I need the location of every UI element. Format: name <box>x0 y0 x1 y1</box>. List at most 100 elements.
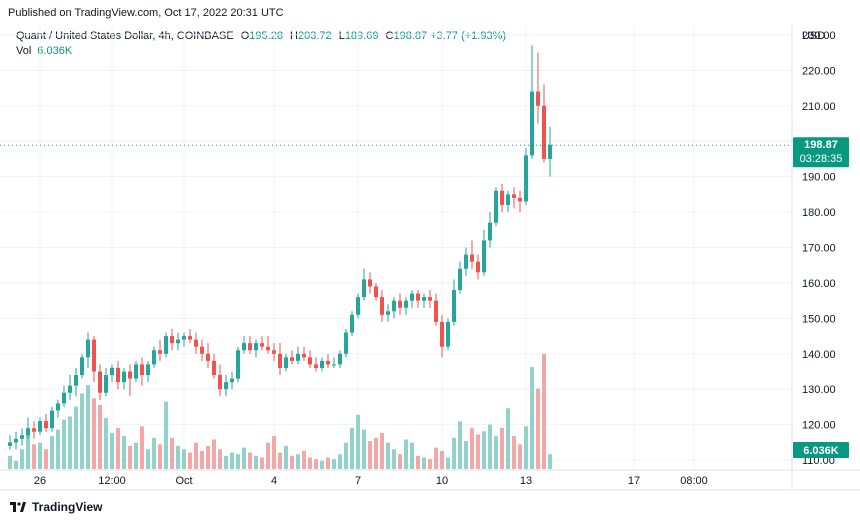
candle-body[interactable] <box>338 353 342 365</box>
candle-body[interactable] <box>266 346 270 351</box>
candle-body[interactable] <box>122 371 126 383</box>
candle-body[interactable] <box>92 339 96 372</box>
candle-body[interactable] <box>164 336 168 354</box>
volume-bar <box>194 442 198 469</box>
candle-body[interactable] <box>422 297 426 301</box>
candle-body[interactable] <box>524 155 528 202</box>
candle-body[interactable] <box>74 375 78 386</box>
candle-body[interactable] <box>68 385 72 393</box>
candle-body[interactable] <box>494 190 498 223</box>
candle-body[interactable] <box>194 339 198 347</box>
candle-body[interactable] <box>230 378 234 383</box>
candle-body[interactable] <box>284 357 288 368</box>
candle-body[interactable] <box>158 350 162 354</box>
volume-bar <box>110 432 114 469</box>
candle-body[interactable] <box>416 293 420 301</box>
candle-body[interactable] <box>278 353 282 368</box>
candle-body[interactable] <box>320 360 324 368</box>
candle-body[interactable] <box>260 343 264 347</box>
candle-body[interactable] <box>536 91 540 106</box>
candle-body[interactable] <box>314 364 318 368</box>
candle-body[interactable] <box>170 336 174 344</box>
candle-body[interactable] <box>392 300 396 312</box>
brand-name: TradingView <box>32 500 103 514</box>
candle-body[interactable] <box>488 222 492 241</box>
candle-body[interactable] <box>188 336 192 340</box>
candle-body[interactable] <box>452 290 456 322</box>
candle-body[interactable] <box>500 190 504 205</box>
symbol-title[interactable]: Quant / United States Dollar, 4h, COINBA… <box>16 30 234 42</box>
candle-body[interactable] <box>212 360 216 376</box>
candle-body[interactable] <box>56 403 60 411</box>
candle-body[interactable] <box>374 286 378 298</box>
candle-body[interactable] <box>326 360 330 365</box>
candle-body[interactable] <box>152 350 156 365</box>
candle-body[interactable] <box>26 428 30 436</box>
candle-body[interactable] <box>506 194 510 205</box>
candle-body[interactable] <box>344 332 348 354</box>
candle-body[interactable] <box>296 353 300 361</box>
candle-body[interactable] <box>380 297 384 315</box>
candle-body[interactable] <box>446 321 450 347</box>
candle-body[interactable] <box>398 300 402 308</box>
candle-body[interactable] <box>350 314 354 333</box>
candle-body[interactable] <box>110 367 114 376</box>
candle-body[interactable] <box>146 364 150 376</box>
candle-body[interactable] <box>482 240 486 273</box>
candle-body[interactable] <box>32 428 36 432</box>
candle-body[interactable] <box>140 364 144 376</box>
candle-body[interactable] <box>128 371 132 379</box>
candle-body[interactable] <box>362 279 366 298</box>
candle-body[interactable] <box>242 343 246 351</box>
candle-body[interactable] <box>464 254 468 269</box>
candle-body[interactable] <box>116 367 120 383</box>
candle-body[interactable] <box>236 350 240 379</box>
candle-body[interactable] <box>62 392 66 404</box>
candle-body[interactable] <box>548 144 552 159</box>
candle-body[interactable] <box>272 350 276 354</box>
tradingview-brand[interactable]: TradingView <box>10 500 102 514</box>
candle-body[interactable] <box>38 421 42 432</box>
candle-body[interactable] <box>470 254 474 262</box>
candle-body[interactable] <box>134 364 138 379</box>
candle-body[interactable] <box>20 435 24 439</box>
candle-body[interactable] <box>176 339 180 344</box>
candle-body[interactable] <box>512 194 516 198</box>
candle-body[interactable] <box>530 91 534 156</box>
candle-body[interactable] <box>542 105 546 159</box>
candle-body[interactable] <box>218 375 222 390</box>
candle-body[interactable] <box>476 261 480 273</box>
candle-body[interactable] <box>206 353 210 361</box>
candle-body[interactable] <box>98 371 102 393</box>
volume-bar <box>20 449 24 469</box>
candle-body[interactable] <box>518 197 522 202</box>
candle-body[interactable] <box>248 343 252 351</box>
candle-body[interactable] <box>332 364 336 366</box>
candle-body[interactable] <box>8 442 12 446</box>
candle-body[interactable] <box>404 300 408 308</box>
candle-body[interactable] <box>200 346 204 354</box>
candle-body[interactable] <box>410 293 414 301</box>
candle-body[interactable] <box>86 339 90 358</box>
candle-body[interactable] <box>434 300 438 322</box>
candle-body[interactable] <box>80 357 84 376</box>
candle-body[interactable] <box>50 410 54 429</box>
candle-body[interactable] <box>14 438 18 443</box>
candle-body[interactable] <box>356 297 360 315</box>
y-tick-label: 190.00 <box>802 172 836 184</box>
candle-body[interactable] <box>386 311 390 315</box>
candle-body[interactable] <box>182 336 186 340</box>
candle-body[interactable] <box>224 382 228 390</box>
candle-body[interactable] <box>458 268 462 291</box>
candle-body[interactable] <box>428 297 432 301</box>
candle-body[interactable] <box>308 357 312 365</box>
y-tick-label: 220.00 <box>802 65 836 77</box>
candle-body[interactable] <box>290 357 294 361</box>
candle-body[interactable] <box>254 343 258 351</box>
candle-body[interactable] <box>44 421 48 429</box>
candle-body[interactable] <box>104 375 108 393</box>
candle-body[interactable] <box>302 353 306 358</box>
candle-body[interactable] <box>440 321 444 347</box>
candle-body[interactable] <box>368 279 372 287</box>
